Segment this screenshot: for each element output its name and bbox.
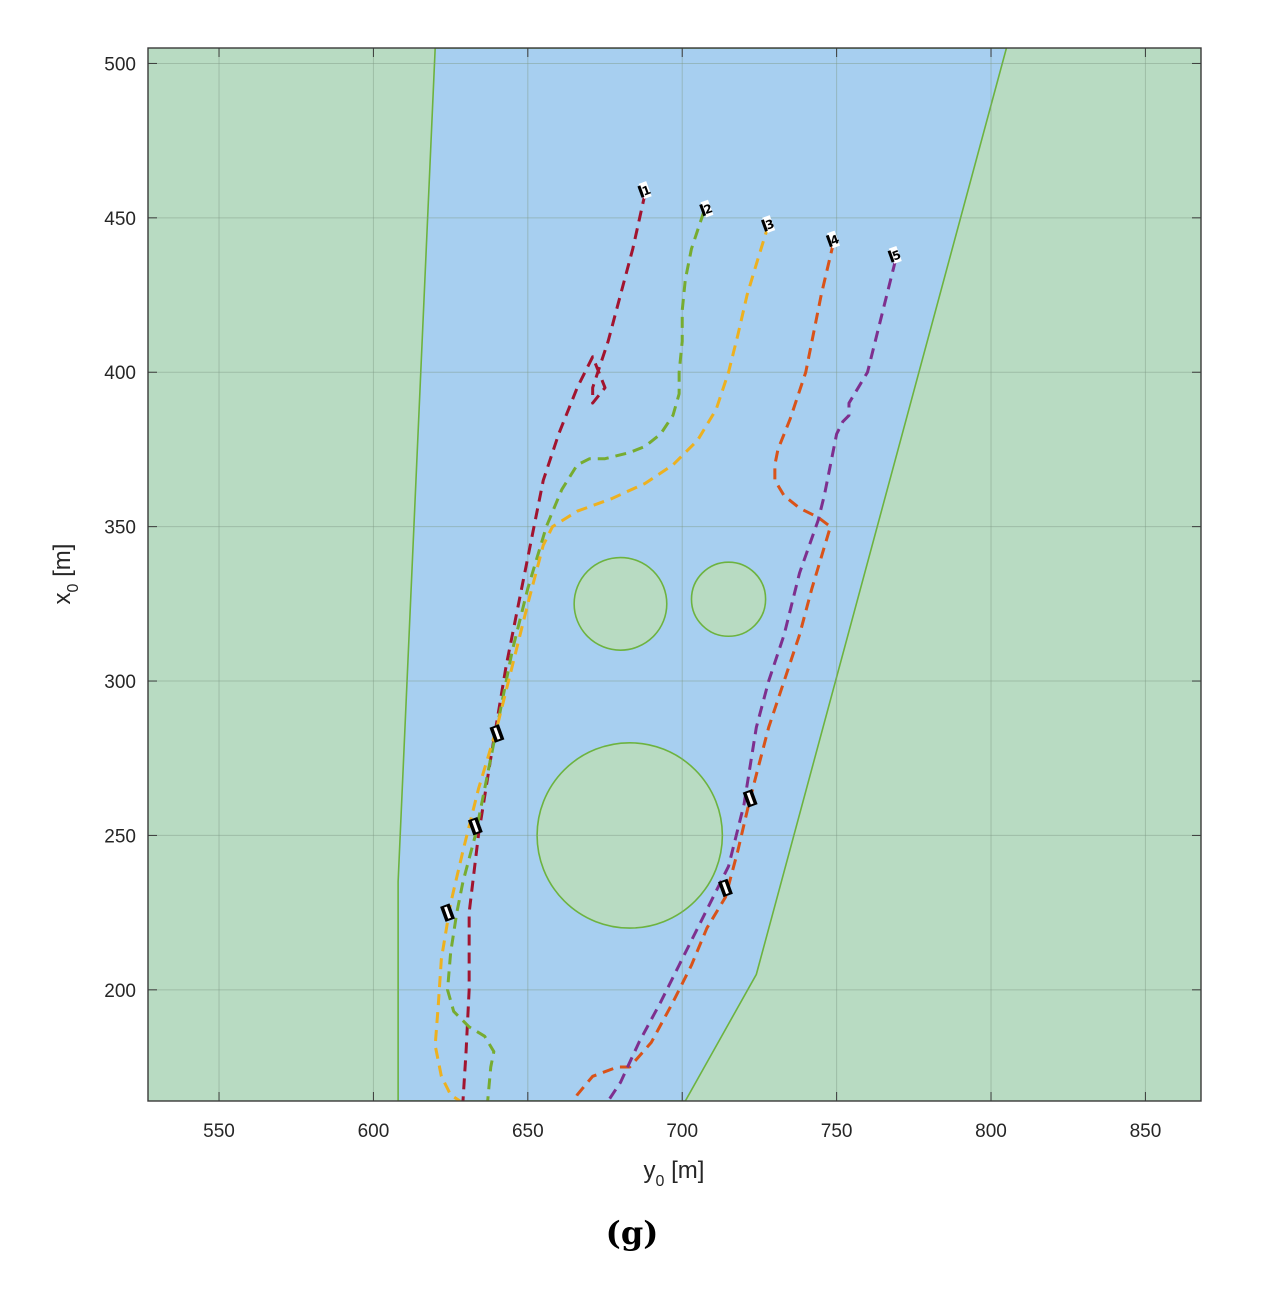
vehicle-edge [637, 185, 645, 198]
x-tick-label: 700 [666, 1121, 698, 1142]
vehicle-stripe [471, 820, 479, 833]
y-tick-label: 400 [104, 363, 136, 384]
x-tick-label: 800 [975, 1121, 1007, 1142]
vehicle-stripe [493, 727, 501, 740]
y-tick-label: 200 [104, 981, 136, 1002]
vehicle-edge [699, 203, 707, 217]
vehicle-hull [700, 199, 714, 218]
x-tick-label: 750 [821, 1121, 853, 1142]
vehicle-edge [825, 234, 833, 248]
x-tick-label: 600 [358, 1121, 390, 1142]
y-axis-label: x0 [m] [49, 544, 82, 605]
vehicle-marker-10 [718, 878, 733, 898]
x-tick-label: 550 [203, 1121, 235, 1142]
trajectory-line-3 [433, 223, 771, 1101]
vehicle-stripe [746, 792, 754, 805]
x-axis-label: y0 [m] [644, 1157, 705, 1190]
vehicle-stripe [721, 881, 729, 895]
vehicle-hull [827, 230, 841, 249]
vehicle-marker-7 [467, 816, 483, 836]
obstacle-circle [690, 561, 767, 638]
x-tick-label: 650 [512, 1121, 544, 1142]
y-tick-label: 350 [104, 518, 136, 539]
y-tick-label: 450 [104, 209, 136, 230]
trajectory-line-2 [446, 211, 706, 1101]
obstacles [536, 556, 767, 929]
vehicle-hull [638, 181, 652, 199]
trajectory-line-5 [606, 260, 897, 1101]
trajectories [433, 192, 897, 1101]
vehicle-hull [762, 215, 776, 233]
vehicle-marker-6 [489, 724, 505, 743]
y-tick-label: 250 [104, 826, 136, 847]
y-tick-label: 300 [104, 672, 136, 693]
obstacle-circle [573, 556, 668, 651]
vehicle-edge [887, 250, 895, 263]
obstacle-circle [536, 741, 724, 929]
vehicle-edge [760, 219, 768, 232]
trajectory-line-4 [572, 242, 835, 1101]
y-tick-label: 500 [104, 54, 136, 75]
vehicle-stripe [444, 906, 451, 919]
plot-frame [147, 47, 1202, 1102]
vehicle-marker-9 [742, 789, 758, 808]
vehicle-marker-8 [440, 903, 455, 922]
x-tick-label: 850 [1130, 1121, 1162, 1142]
trajectory-line-1 [461, 192, 647, 1101]
vehicle-hull [888, 246, 902, 264]
axis-ticks: 550 600 650 700 750 800 850 200 250 300 350 400 450 5… [104, 48, 1201, 1142]
grid-lines [148, 48, 1201, 1101]
panel-label: (g) [606, 1214, 659, 1252]
